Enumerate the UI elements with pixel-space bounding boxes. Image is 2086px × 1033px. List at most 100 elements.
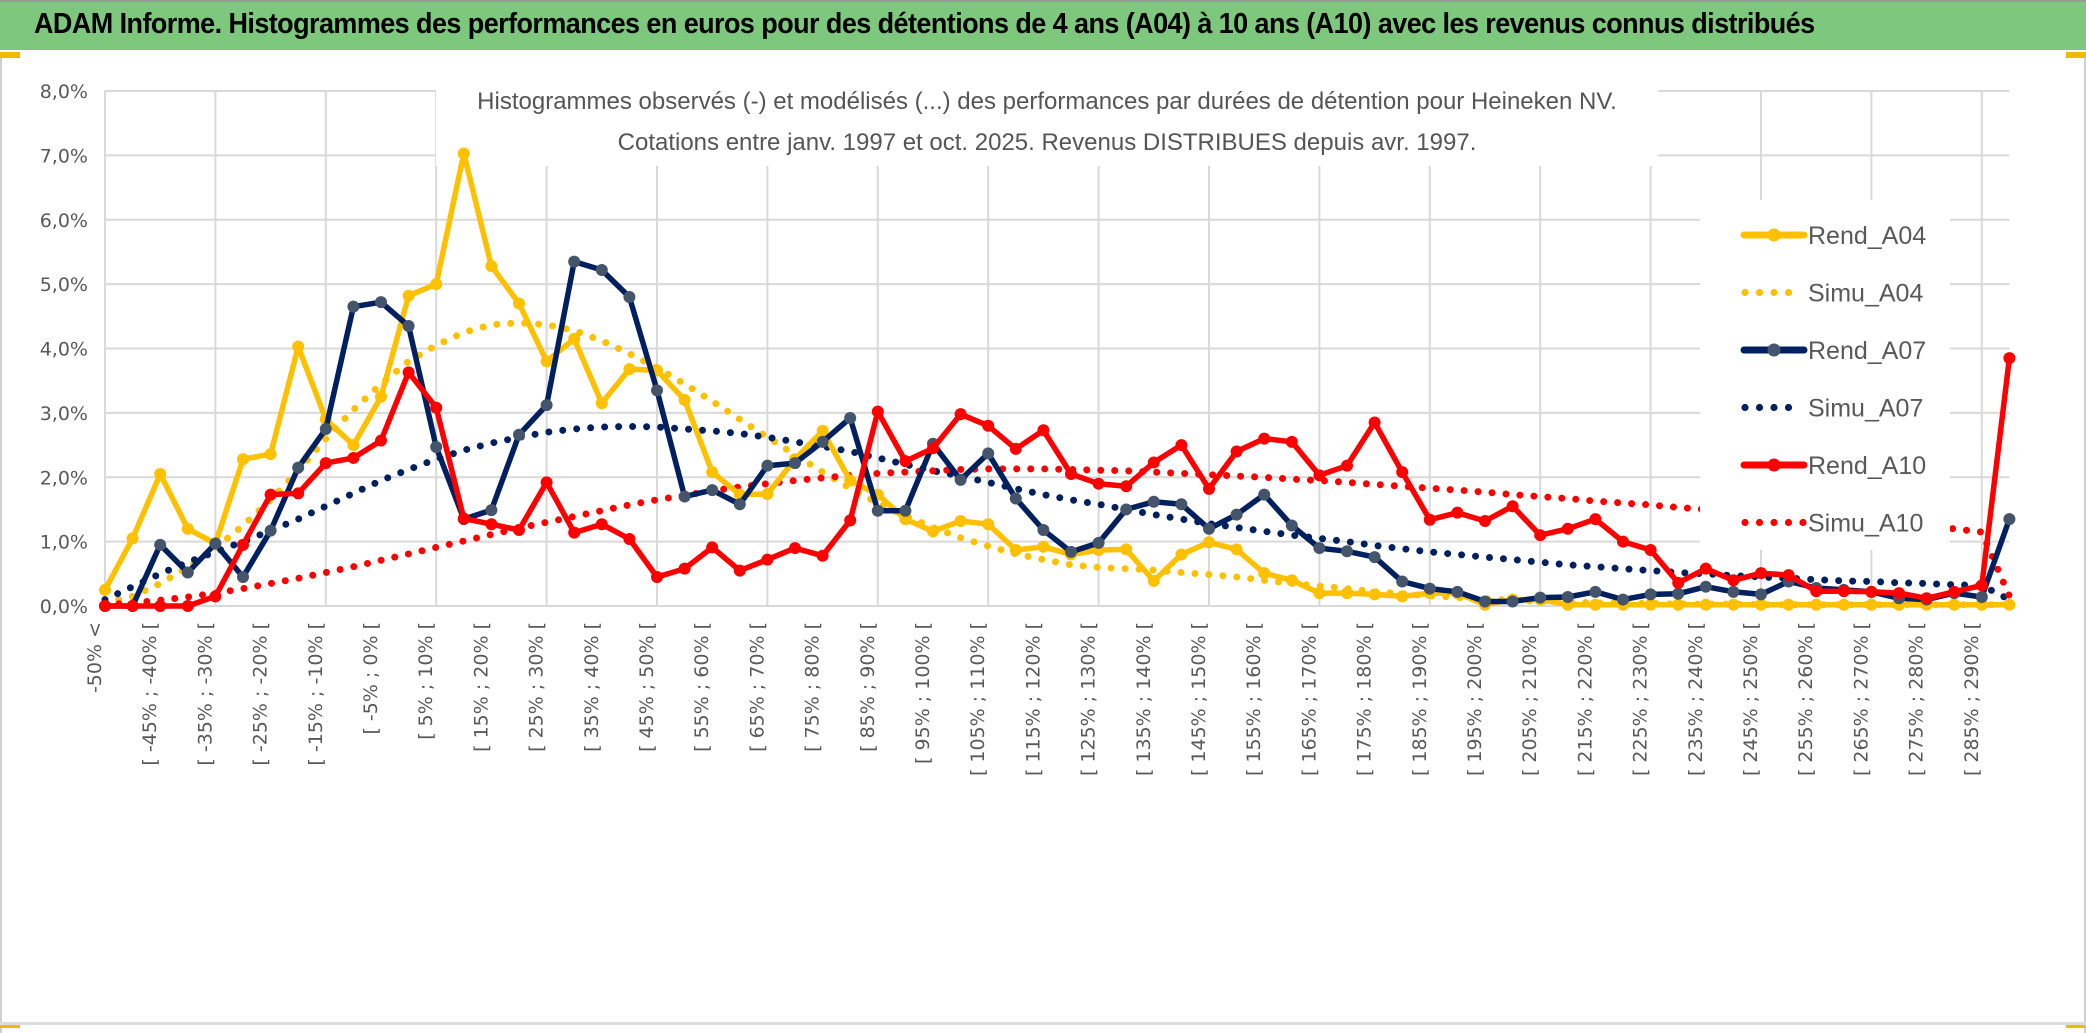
data-point	[1810, 598, 1823, 611]
y-tick-label: 3,0%	[40, 403, 88, 425]
y-tick-label: 4,0%	[40, 339, 88, 361]
x-tick-label: -50% <	[84, 622, 106, 693]
x-tick-label: [ 275% ; 280% [	[1906, 622, 1928, 776]
x-tick-label: [ 25% ; 30% [	[526, 622, 548, 752]
data-point	[1092, 536, 1105, 549]
data-point	[1920, 592, 1933, 605]
data-point	[1120, 503, 1133, 516]
data-point	[1479, 595, 1491, 608]
data-point	[1313, 469, 1326, 482]
data-point	[126, 600, 139, 612]
x-tick-label: [ -45% ; -40% [	[139, 622, 161, 766]
series-simu-a10	[101, 465, 2013, 609]
legend-dotted-symbol	[1799, 518, 1807, 527]
data-point	[595, 518, 608, 531]
data-point	[2003, 352, 2016, 365]
legend-label: Rend_A07	[1808, 337, 1926, 365]
legend-item-simu-a07: Simu_A07	[1741, 395, 1923, 423]
data-point	[733, 498, 746, 511]
data-point	[264, 524, 277, 537]
series-dotted-line	[101, 319, 2013, 609]
data-point	[1120, 480, 1133, 493]
data-point	[1699, 580, 1712, 593]
y-tick-label: 6,0%	[40, 210, 88, 232]
data-point	[1258, 432, 1271, 445]
data-point	[789, 457, 801, 470]
data-point	[2003, 598, 2016, 611]
legend-label: Simu_A04	[1808, 280, 1923, 308]
data-point	[1313, 542, 1326, 555]
data-point	[319, 457, 332, 470]
data-point	[678, 394, 691, 406]
x-tick-label: [ 75% ; 80% [	[802, 622, 824, 752]
data-point	[1341, 587, 1353, 600]
data-point	[1175, 498, 1188, 511]
data-point	[651, 571, 663, 584]
data-point	[651, 384, 663, 397]
legend-dotted-symbol	[1770, 403, 1778, 412]
data-point	[1837, 585, 1850, 598]
legend-dotted-symbol	[1755, 518, 1764, 527]
data-point	[1948, 585, 1961, 598]
data-point	[1037, 540, 1050, 553]
x-tick-label: [ -25% ; -20% [	[250, 622, 272, 766]
data-point	[678, 562, 691, 575]
data-point	[1285, 574, 1298, 587]
data-point	[1313, 587, 1326, 600]
series-dotted-line	[101, 422, 2013, 604]
data-point	[1203, 482, 1215, 495]
x-tick-label: [ 85% ; 90% [	[857, 622, 879, 752]
data-point	[1230, 445, 1243, 458]
data-point	[402, 289, 415, 302]
x-axis: -50% < [ -45% ; -40% [[ -35% ; -30% [[ -2…	[84, 622, 1983, 776]
data-point	[375, 434, 387, 447]
y-tick-label: 7,0%	[40, 145, 88, 167]
data-point	[982, 447, 995, 460]
data-point	[1617, 535, 1629, 548]
data-point	[1285, 435, 1298, 448]
frame-corner-marker	[2066, 1022, 2086, 1028]
x-tick-label: [ 145% ; 150% [	[1188, 622, 1210, 776]
legend-background	[1700, 200, 1950, 550]
frame-corner-marker	[0, 52, 20, 58]
x-tick-label: [ -15% ; -10% [	[305, 622, 327, 766]
data-point	[1672, 576, 1685, 589]
data-point	[430, 278, 443, 291]
data-point	[1727, 574, 1740, 587]
data-point	[954, 408, 967, 421]
chart-subtitle: Cotations entre janv. 1997 et oct. 2025.…	[618, 129, 1477, 156]
data-point	[816, 435, 829, 448]
legend: Rend_A04 Simu_A04 Rend_A07 Simu_A07 Rend_A10…	[1740, 222, 1926, 538]
frame-bottom-border	[0, 1022, 2086, 1025]
data-point	[761, 487, 774, 500]
data-point	[982, 419, 995, 432]
x-tick-label: [ 95% ; 100% [	[912, 622, 934, 764]
data-point	[1782, 569, 1795, 582]
data-point	[1092, 477, 1105, 490]
data-point	[816, 549, 829, 562]
data-point	[513, 428, 525, 441]
chart-frame	[0, 54, 2086, 1033]
data-point	[1810, 585, 1823, 598]
data-point	[181, 566, 194, 579]
data-point	[1727, 598, 1740, 611]
data-point	[1699, 562, 1712, 575]
x-tick-label: [ 115% ; 120% [	[1022, 622, 1044, 776]
data-point	[927, 525, 939, 538]
data-point	[1727, 585, 1740, 598]
data-point	[1175, 548, 1188, 561]
data-point	[1147, 495, 1160, 508]
data-point	[292, 487, 305, 500]
data-point	[402, 366, 415, 379]
frame-corner-marker	[2066, 52, 2086, 58]
data-point	[1175, 439, 1188, 452]
data-point	[99, 600, 111, 612]
x-tick-label: [ 225% ; 230% [	[1630, 622, 1652, 776]
data-point	[292, 461, 305, 474]
data-point	[1561, 522, 1574, 535]
legend-dotted-symbol	[1784, 403, 1793, 412]
legend-marker-symbol	[1767, 343, 1781, 357]
x-tick-label: [ 5% ; 10% [	[415, 622, 437, 740]
data-point	[927, 442, 939, 455]
data-point	[1975, 590, 1988, 603]
